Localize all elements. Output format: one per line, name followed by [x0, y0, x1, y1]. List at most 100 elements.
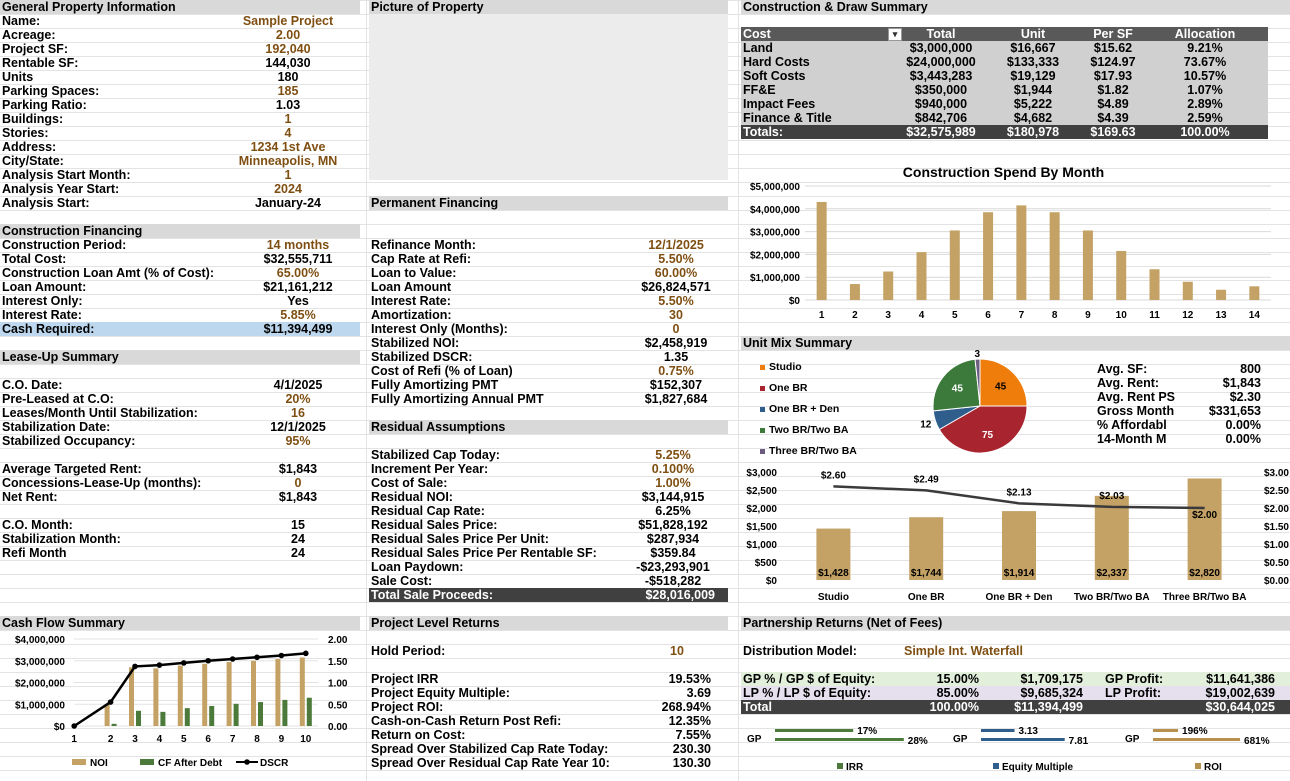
x-tick-label: 12	[1182, 310, 1194, 321]
data-row: Address: 1234 1st Ave	[0, 140, 360, 154]
data-row: Leases/Month Until Stabilization: 16	[0, 406, 360, 420]
row-label: Interest Only (Months):	[371, 322, 508, 336]
row-label: Name:	[2, 14, 41, 28]
distribution-model-row: Distribution Model: Simple Int. Waterfal…	[741, 644, 1290, 658]
dscr-point	[107, 699, 114, 705]
spend-chart-svg: $0 $1,000,000 $2,000,000 $3,000,000 $4,000,0…	[750, 182, 1271, 321]
lp-value-label: 7.81	[1069, 736, 1089, 747]
gp-pct: 15.00%	[936, 672, 979, 686]
rent-bar	[1002, 511, 1036, 580]
row-value: -$23,293,901	[636, 560, 710, 574]
x-tick-label: 4	[157, 734, 163, 745]
filter-dropdown-icon[interactable]: ▾	[888, 28, 902, 41]
pie-slice	[979, 358, 1028, 407]
unit-mix-header: Unit Mix Summary	[741, 336, 1290, 350]
data-row: Project IRR 19.53%	[369, 672, 728, 686]
unit-stat-label: 14-Month M	[1097, 432, 1167, 446]
rent-bar	[909, 517, 944, 580]
row-value: $1,827,684	[644, 392, 708, 406]
unit-stat-value: 0.00%	[1225, 418, 1261, 432]
row-label: Return on Cost:	[371, 728, 466, 742]
x-tick-label: 9	[1085, 310, 1091, 321]
draw-cell: 100.00%	[1180, 125, 1230, 139]
noi-bar	[202, 663, 208, 726]
data-row: Fully Amortizing PMT $152,307	[369, 378, 728, 392]
y-tick-label: $2,000	[746, 504, 777, 515]
unit-mix-pie-chart: 45 75 12 45 3	[920, 349, 1028, 454]
row-value: 24	[291, 546, 305, 560]
row-value: 130.30	[672, 756, 711, 770]
cf-after-debt-bar	[306, 697, 312, 726]
data-row: Residual NOI: $3,144,915	[369, 490, 728, 504]
spend-bar	[1149, 269, 1160, 300]
row-value: $26,824,571	[641, 280, 711, 294]
row-value: 6.25%	[655, 504, 691, 518]
row-label: Loan to Value:	[371, 266, 457, 280]
draw-cell: Soft Costs	[743, 69, 806, 83]
draw-cell: $4.39	[1097, 111, 1129, 125]
row-label: Spread Over Stabilized Cap Rate Today:	[371, 742, 609, 756]
y2-tick-label: $3.00	[1264, 468, 1289, 479]
data-row: Interest Rate: 5.85%	[0, 308, 360, 322]
lp-profit-label: LP Profit:	[1105, 686, 1162, 700]
data-row: Stabilized Occupancy: 95%	[0, 434, 360, 448]
pie-label: 12	[920, 420, 932, 431]
cf-after-debt-bar	[160, 711, 166, 726]
legend-item: Studio	[760, 360, 802, 374]
draw-cell: $169.63	[1090, 125, 1136, 139]
picture-header: Picture of Property	[369, 0, 728, 14]
legend-swatch	[760, 448, 765, 454]
y-tick-label: $0	[54, 722, 66, 733]
draw-cell: $1.82	[1097, 83, 1129, 97]
permanent-financing-header: Permanent Financing	[369, 196, 728, 210]
spend-bar	[849, 284, 860, 300]
cf-after-debt-bar	[282, 699, 288, 726]
draw-row: Hard Costs $24,000,000 $133,333 $124.97 73.6…	[741, 55, 1268, 69]
unit-stat-label: Avg. Rent:	[1097, 376, 1160, 390]
y-tick-label: $500	[755, 558, 778, 569]
rent-bar-label: $1,428	[818, 568, 849, 579]
gp-value-label: 3.13	[1019, 726, 1039, 737]
x-tick-label: 1	[71, 734, 77, 745]
row-label: Units	[2, 70, 34, 84]
row-value: 5.50%	[658, 294, 694, 308]
lp-equity-label: LP % / LP $ of Equity:	[743, 686, 872, 700]
draw-cell: 73.67%	[1183, 55, 1227, 69]
legend-label: One BR + Den	[769, 403, 840, 415]
data-row: Analysis Start: January-24	[0, 196, 360, 210]
legend-swatch	[72, 759, 86, 765]
data-row: Interest Rate: 5.50%	[369, 294, 728, 308]
data-row: Stabilized NOI: $2,458,919	[369, 336, 728, 350]
legend-label: DSCR	[260, 758, 289, 769]
row-value: 14 months	[266, 238, 330, 252]
x-tick-label: 6	[205, 734, 211, 745]
unit-stat-value: $331,653	[1208, 404, 1261, 418]
data-row: Interest Only: Yes	[0, 294, 360, 308]
gp-bar	[1153, 729, 1179, 732]
row-label: Rentable SF:	[2, 56, 79, 70]
row-value: 15	[291, 518, 305, 532]
draw-header-row: Cost Total Unit Per SF Allocation ▾	[741, 27, 1268, 41]
unit-stat-label: Gross Month	[1097, 404, 1175, 418]
row-label: C.O. Date:	[2, 378, 63, 392]
unit-stat-value: 800	[1240, 362, 1261, 376]
draw-cell: $4.89	[1097, 97, 1129, 111]
row-label: Stabilized Occupancy:	[2, 434, 136, 448]
rent-by-unit-chart: $0 $0.00 $500 $0.50 $1,000 $1.00 $1,500 $1.50 $2…	[746, 468, 1289, 603]
data-row: Parking Spaces: 185	[0, 84, 360, 98]
data-row: Stabilization Date: 12/1/2025	[0, 420, 360, 434]
row-value: $359.84	[650, 546, 696, 560]
row-value: 1.00%	[655, 476, 691, 490]
draw-cell: $15.62	[1093, 41, 1133, 55]
dscr-point	[156, 662, 163, 668]
data-row: Acreage: 2.00	[0, 28, 360, 42]
row-label: Increment Per Year:	[371, 462, 489, 476]
row-value: 4/1/2025	[273, 378, 323, 392]
row-value: 1234 1st Ave	[250, 140, 326, 154]
row-label: Spread Over Residual Cap Rate Year 10:	[371, 756, 610, 770]
construction-draw-header: Construction & Draw Summary	[741, 0, 1290, 14]
row-value: $1,843	[278, 490, 318, 504]
draw-cell: 9.21%	[1187, 41, 1223, 55]
draw-cell: Per SF	[1093, 27, 1133, 41]
draw-totals-row: Totals: $32,575,989 $180,978 $169.63 100.00%	[741, 125, 1268, 139]
